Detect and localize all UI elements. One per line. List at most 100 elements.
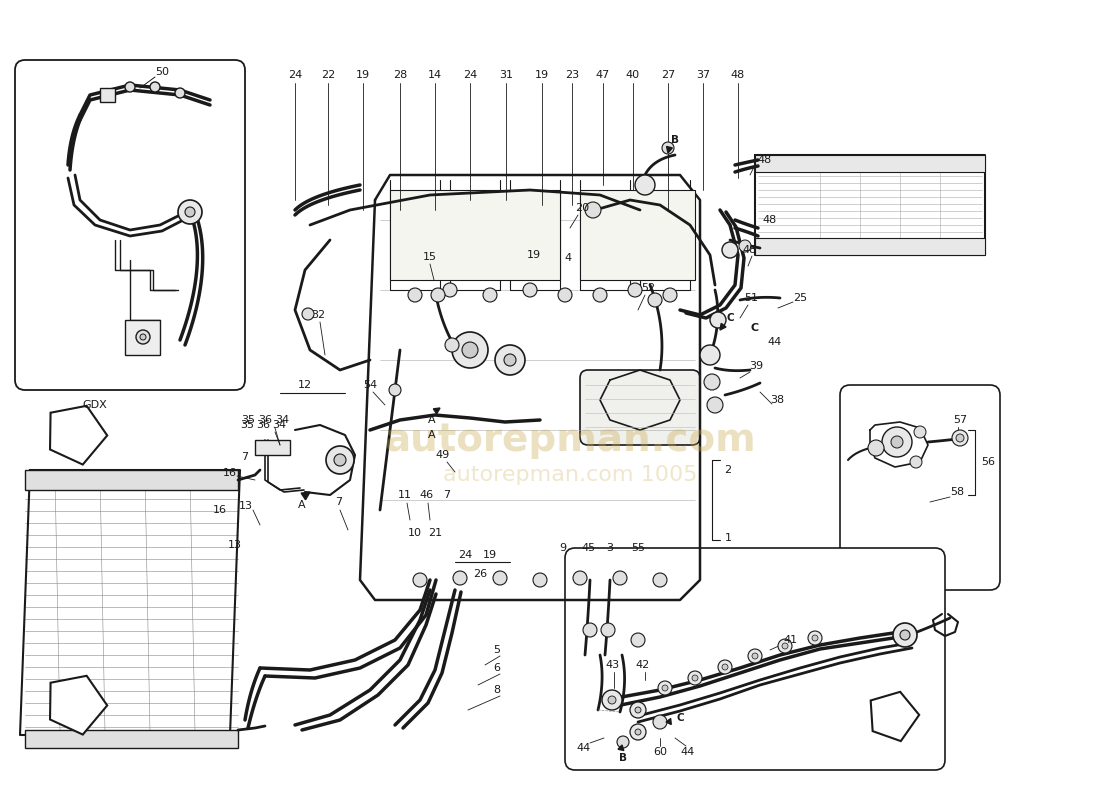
Text: 35: 35	[241, 415, 255, 425]
Circle shape	[593, 288, 607, 302]
Circle shape	[891, 436, 903, 448]
Text: 50: 50	[155, 67, 169, 77]
Polygon shape	[50, 406, 107, 465]
Text: 34: 34	[272, 420, 286, 430]
Circle shape	[663, 288, 676, 302]
Text: 42: 42	[636, 660, 650, 670]
Text: 19: 19	[527, 250, 541, 260]
Text: autorepman.com: autorepman.com	[384, 421, 756, 459]
Text: 48: 48	[742, 245, 757, 255]
Circle shape	[692, 675, 698, 681]
Circle shape	[125, 82, 135, 92]
Circle shape	[648, 293, 662, 307]
Circle shape	[446, 338, 459, 352]
Circle shape	[748, 649, 762, 663]
Circle shape	[707, 397, 723, 413]
Text: 19: 19	[356, 70, 370, 80]
Circle shape	[658, 681, 672, 695]
Text: 5: 5	[494, 645, 501, 655]
FancyBboxPatch shape	[840, 385, 1000, 590]
Polygon shape	[720, 323, 726, 330]
Text: 16: 16	[223, 468, 236, 478]
Text: 36: 36	[256, 420, 270, 430]
Circle shape	[868, 440, 884, 456]
Text: 39: 39	[749, 361, 763, 371]
Circle shape	[710, 312, 726, 328]
Text: B: B	[671, 135, 679, 145]
Text: 25: 25	[793, 293, 807, 303]
Text: 46: 46	[419, 490, 433, 500]
Text: 38: 38	[770, 395, 784, 405]
Text: 7: 7	[241, 452, 249, 462]
Text: 47: 47	[596, 70, 611, 80]
Polygon shape	[618, 745, 624, 750]
Text: 31: 31	[499, 70, 513, 80]
Circle shape	[630, 724, 646, 740]
Circle shape	[585, 202, 601, 218]
Text: 21: 21	[428, 528, 442, 538]
Circle shape	[617, 736, 629, 748]
Circle shape	[631, 633, 645, 647]
Bar	[390, 190, 560, 280]
Text: 60: 60	[653, 747, 667, 757]
Circle shape	[628, 283, 642, 297]
Bar	[25, 470, 238, 490]
Text: 13: 13	[239, 501, 253, 511]
Circle shape	[175, 88, 185, 98]
Text: 12: 12	[298, 380, 312, 390]
Text: 20: 20	[575, 203, 590, 213]
Circle shape	[722, 664, 728, 670]
Circle shape	[150, 82, 160, 92]
Text: 14: 14	[428, 70, 442, 80]
FancyBboxPatch shape	[565, 548, 945, 770]
Polygon shape	[433, 408, 440, 414]
Circle shape	[653, 573, 667, 587]
Text: A: A	[428, 430, 436, 440]
Text: 4: 4	[564, 253, 572, 263]
Text: 48: 48	[730, 70, 745, 80]
Circle shape	[136, 330, 150, 344]
Bar	[125, 320, 160, 355]
Circle shape	[635, 707, 641, 713]
Text: 45: 45	[581, 543, 595, 553]
Circle shape	[718, 660, 732, 674]
Text: 56: 56	[981, 457, 996, 467]
Circle shape	[431, 288, 446, 302]
Circle shape	[558, 288, 572, 302]
Text: GDX: GDX	[82, 400, 107, 410]
Circle shape	[608, 696, 616, 704]
Text: 51: 51	[744, 293, 758, 303]
Text: A: A	[428, 415, 436, 425]
Circle shape	[635, 729, 641, 735]
Circle shape	[601, 623, 615, 637]
Text: 6: 6	[494, 663, 501, 673]
Circle shape	[495, 345, 525, 375]
Polygon shape	[301, 492, 310, 500]
Text: 44: 44	[576, 743, 591, 753]
Text: 16: 16	[213, 505, 227, 515]
Text: 3: 3	[606, 543, 614, 553]
Text: 40: 40	[626, 70, 640, 80]
Circle shape	[882, 427, 912, 457]
Text: 13: 13	[228, 540, 242, 550]
Text: 49: 49	[436, 450, 450, 460]
Polygon shape	[50, 676, 107, 734]
Circle shape	[914, 426, 926, 438]
Circle shape	[326, 446, 354, 474]
Bar	[100, 88, 116, 102]
Bar	[25, 730, 238, 748]
Circle shape	[739, 240, 751, 252]
Polygon shape	[667, 146, 672, 153]
Circle shape	[185, 207, 195, 217]
Circle shape	[534, 573, 547, 587]
Circle shape	[910, 456, 922, 468]
Text: 24: 24	[463, 70, 477, 80]
Text: 32: 32	[311, 310, 326, 320]
Text: 2: 2	[725, 465, 732, 475]
Text: 24: 24	[458, 550, 472, 560]
Circle shape	[504, 354, 516, 366]
Text: 7: 7	[443, 490, 451, 500]
Circle shape	[389, 384, 402, 396]
Text: 48: 48	[763, 215, 777, 225]
Circle shape	[688, 671, 702, 685]
